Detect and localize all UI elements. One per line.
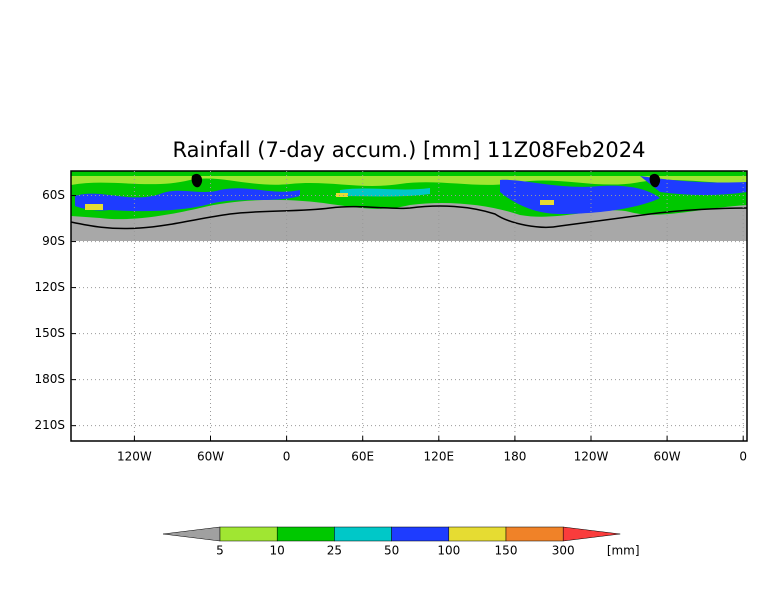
x-tick-label: 0 [283,450,291,464]
y-tick-label: 180S [34,372,65,386]
x-tick-label: 60W [654,450,681,464]
rain-field [70,171,748,241]
y-tick-label: 120S [34,280,65,294]
colorbar-arrow [162,526,221,542]
rain-area [71,176,747,186]
colorbar-box [334,526,392,542]
x-tick-label: 120W [574,450,609,464]
colorbar-label: 300 [552,544,575,558]
y-tick-label: 210S [34,418,65,432]
rain-area [340,188,430,197]
x-tick-label: 60E [351,450,374,464]
colorbar-label: 10 [270,544,285,558]
colorbar-units: [mm] [607,544,640,558]
colorbar-label: 25 [327,544,342,558]
x-tick-label: 180 [503,450,526,464]
coastline [70,205,748,230]
y-tick-label: 90S [42,234,65,248]
rain-area [75,188,300,212]
x-tick-label: 120W [117,450,152,464]
colorbar-box [391,526,450,542]
colorbar-label: 5 [216,544,224,558]
chart-title: Rainfall (7-day accum.) [mm] 11Z08Feb202… [173,138,646,162]
colorbar-box [276,526,335,542]
rain-area [640,176,747,195]
y-tick-label: 60S [42,188,65,202]
rain-area [540,200,554,205]
rain-area [336,193,348,197]
rain-area [85,204,103,210]
colorbar-box [505,526,564,542]
x-tick-label: 120E [424,450,455,464]
rain-area [500,179,660,214]
x-tick-label: 60W [197,450,224,464]
colorbar-label: 50 [384,544,399,558]
x-tick-label: 0 [739,450,747,464]
colorbar-label: 100 [437,544,460,558]
y-tick-label: 150S [34,326,65,340]
colorbar-label: 150 [495,544,518,558]
colorbar-arrow [562,526,621,542]
plot-frame [70,170,748,442]
colorbar-box [448,526,507,542]
colorbar-box [219,526,278,542]
